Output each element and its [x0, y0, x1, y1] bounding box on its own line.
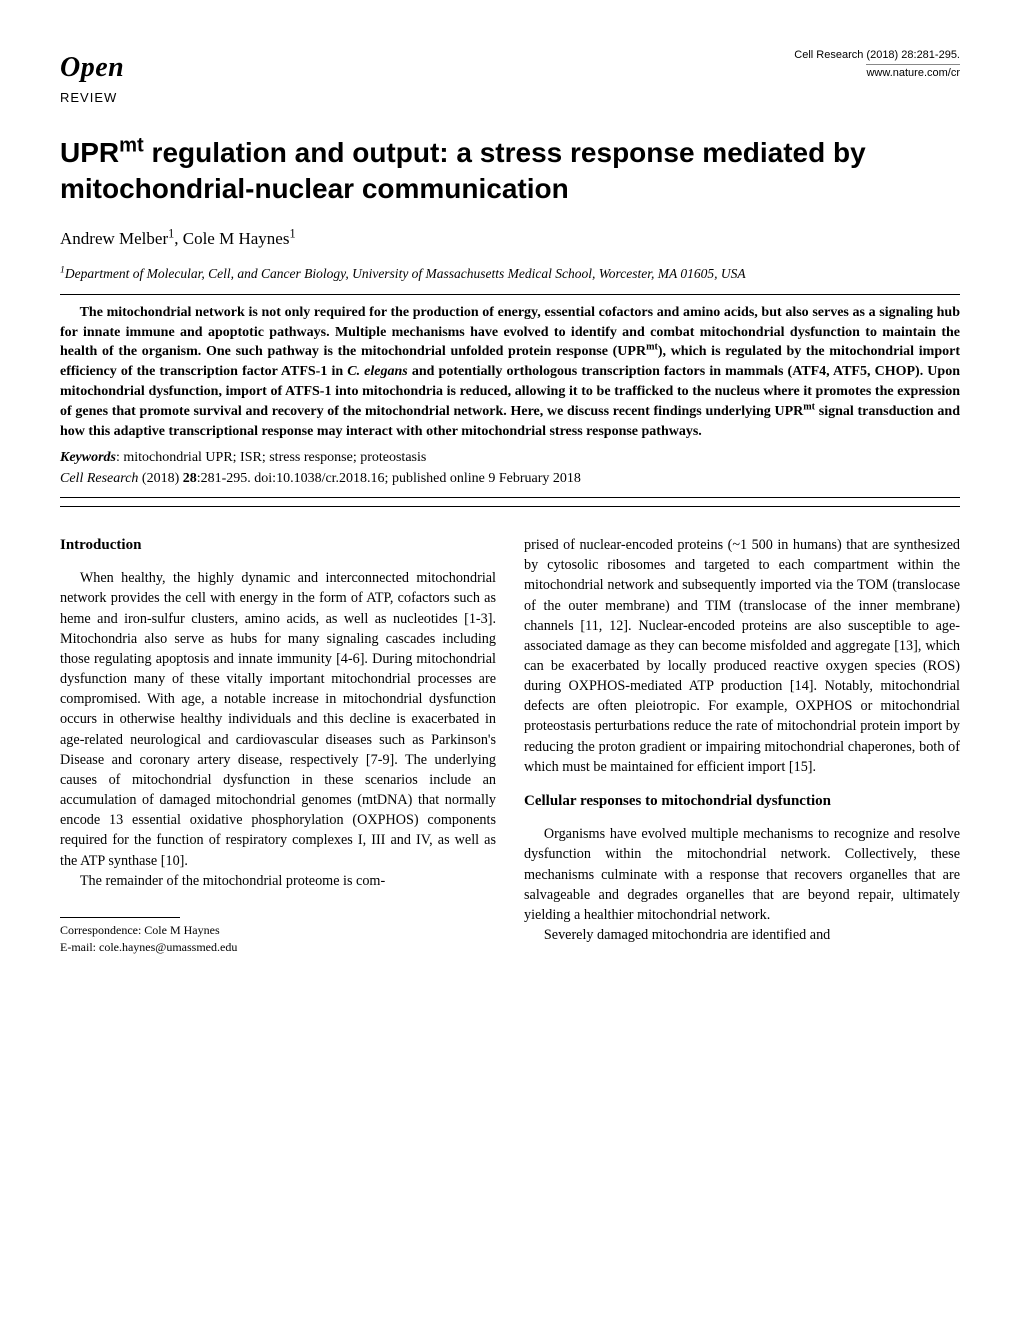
header-url: www.nature.com/cr [866, 64, 960, 81]
keywords-text: : mitochondrial UPR; ISR; stress respons… [116, 450, 426, 465]
section-heading-introduction: Introduction [60, 535, 496, 556]
title-sup: mt [119, 135, 144, 157]
title-pre: UPR [60, 137, 119, 168]
abstract-bottom-rule [60, 506, 960, 507]
abstract-text: The mitochondrial network is not only re… [60, 303, 960, 442]
journal-logo: Open [60, 48, 124, 87]
article-title: UPRmt regulation and output: a stress re… [60, 135, 960, 207]
body-paragraph: The remainder of the mitochondrial prote… [60, 871, 496, 891]
section-heading-cellular-responses: Cellular responses to mitochondrial dysf… [524, 791, 960, 812]
page-header: Open REVIEW Cell Research (2018) 28:281-… [60, 48, 960, 107]
correspondence-rule [60, 917, 180, 918]
authors: Andrew Melber1, Cole M Haynes1 [60, 227, 960, 251]
keywords-label: Keywords [60, 450, 116, 465]
header-left: Open REVIEW [60, 48, 124, 107]
column-right: prised of nuclear-encoded proteins (~1 5… [524, 535, 960, 955]
body-paragraph: prised of nuclear-encoded proteins (~1 5… [524, 535, 960, 777]
keywords-line: Keywords: mitochondrial UPR; ISR; stress… [60, 448, 960, 468]
header-citation: Cell Research (2018) 28:281-295. [794, 48, 960, 63]
body-columns: Introduction When healthy, the highly dy… [60, 535, 960, 955]
correspondence-email: E-mail: cole.haynes@umassmed.edu [60, 939, 496, 956]
citation-line: Cell Research (2018) 28:281-295. doi:10.… [60, 469, 960, 489]
abstract-block: The mitochondrial network is not only re… [60, 294, 960, 498]
body-paragraph: Severely damaged mitochondria are identi… [524, 925, 960, 945]
header-right: Cell Research (2018) 28:281-295. www.nat… [794, 48, 960, 82]
column-left: Introduction When healthy, the highly dy… [60, 535, 496, 955]
correspondence-name: Correspondence: Cole M Haynes [60, 922, 496, 939]
title-post: regulation and output: a stress response… [60, 137, 866, 204]
body-paragraph: When healthy, the highly dynamic and int… [60, 568, 496, 870]
affiliation: 1Department of Molecular, Cell, and Canc… [60, 265, 960, 284]
section-label: REVIEW [60, 89, 124, 107]
body-paragraph: Organisms have evolved multiple mechanis… [524, 824, 960, 925]
